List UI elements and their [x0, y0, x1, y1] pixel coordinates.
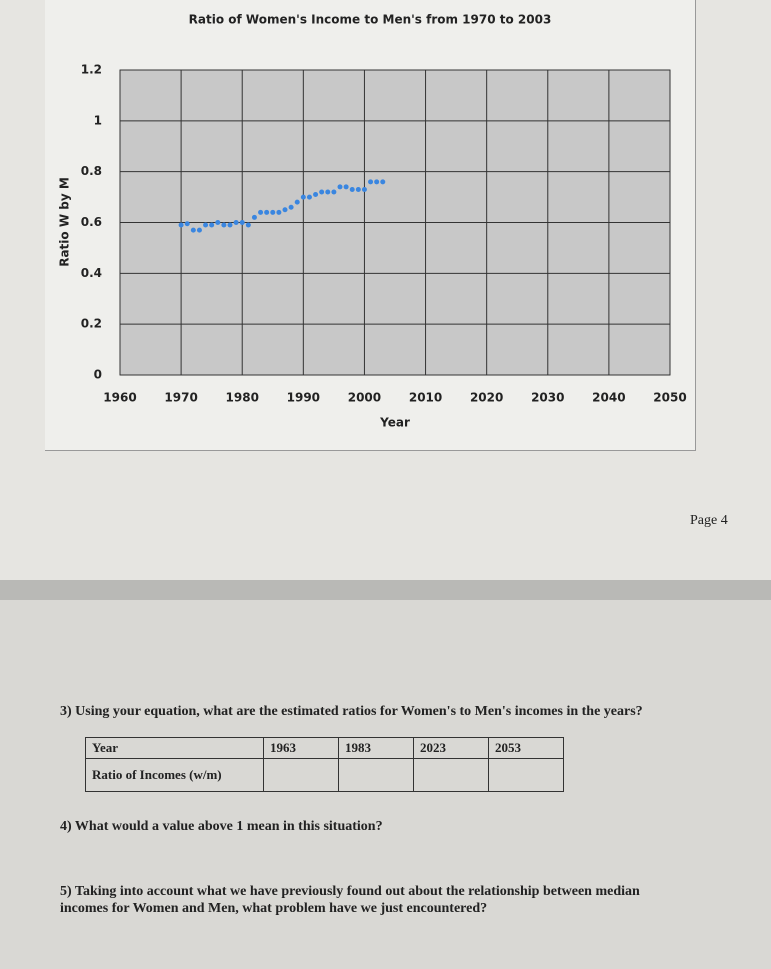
point — [355, 186, 361, 192]
x-tick-label: 1960 — [103, 391, 136, 405]
point — [239, 220, 245, 225]
table-header: Year 1963 1983 2023 2053 — [85, 737, 564, 759]
x-tick-label: 2030 — [531, 391, 564, 405]
point — [361, 186, 367, 192]
cell — [263, 758, 339, 792]
y-axis-label: Ratio W by M — [58, 177, 72, 267]
point — [368, 179, 374, 185]
answer-table: Year 1963 1983 2023 2053 Ratio of Incomes (w… — [85, 737, 564, 792]
question: 4) What would a value above 1 mean in th… — [60, 818, 383, 835]
x-tick-label: 2010 — [409, 391, 442, 405]
header-cell: 1983 — [338, 737, 414, 759]
point — [343, 184, 349, 190]
point — [331, 189, 337, 195]
y-tick-label: 0.6 — [81, 215, 102, 229]
table-row: Ratio of Incomes (w/m) — [85, 758, 564, 792]
point — [294, 199, 300, 205]
point — [178, 222, 184, 228]
point — [300, 194, 306, 200]
cell — [413, 758, 489, 792]
chart: Ratio of Women's Income to Men's from 19… — [58, 13, 687, 430]
point — [264, 209, 270, 215]
point — [184, 221, 190, 227]
x-tick-label: 1980 — [226, 391, 259, 405]
point — [282, 207, 288, 213]
point — [380, 179, 386, 185]
y-tick-label: 1.2 — [81, 63, 102, 77]
page-divider — [0, 580, 771, 600]
y-tick-label: 0.2 — [81, 317, 102, 331]
question: 5) Taking into account what we have prev… — [60, 883, 680, 917]
point — [276, 209, 282, 215]
x-tick-label: 1990 — [287, 391, 320, 405]
x-tick-label: 2000 — [348, 391, 381, 405]
point — [245, 222, 251, 228]
point — [258, 209, 264, 215]
point — [306, 194, 312, 200]
point — [374, 179, 380, 185]
x-axis-label: Year — [379, 416, 410, 430]
header-cell: 2023 — [413, 737, 489, 759]
header-cell: Year — [85, 737, 264, 759]
question-number: 3) — [60, 704, 72, 719]
point — [227, 222, 233, 228]
question: 3) Using your equation, what are the est… — [60, 703, 700, 720]
y-tick-label: 0.4 — [81, 266, 102, 280]
point — [270, 209, 276, 215]
point — [190, 227, 196, 233]
point — [221, 222, 227, 228]
point — [337, 184, 343, 190]
point — [313, 192, 319, 198]
header-cell: 2053 — [488, 737, 564, 759]
point — [233, 220, 239, 225]
question-text: Using your equation, what are the estima… — [75, 704, 643, 719]
x-tick-label: 2040 — [592, 391, 625, 405]
question-number: 4) — [60, 819, 72, 834]
page-label: Page 4 — [690, 513, 728, 528]
point — [319, 189, 325, 195]
header-cell: 1963 — [263, 737, 339, 759]
y-tick-label: 1 — [94, 113, 102, 127]
x-tick-label: 1970 — [164, 391, 197, 405]
cell — [338, 758, 414, 792]
row-label: Ratio of Incomes (w/m) — [85, 758, 264, 792]
cell — [488, 758, 564, 792]
question-number: 5) — [60, 884, 72, 899]
point — [288, 204, 294, 210]
point — [325, 189, 331, 195]
point — [196, 227, 202, 233]
point — [203, 222, 209, 228]
point — [349, 186, 355, 192]
point — [251, 214, 257, 220]
y-tick-label: 0.8 — [81, 164, 102, 178]
question-text: Taking into account what we have previou… — [60, 884, 640, 916]
y-tick-label: 0 — [94, 368, 102, 382]
question-text: What would a value above 1 mean in this … — [74, 819, 383, 834]
chart-title: Ratio of Women's Income to Men's from 19… — [189, 13, 552, 27]
x-tick-label: 2020 — [470, 391, 503, 405]
point — [209, 222, 215, 228]
point — [215, 220, 221, 225]
x-tick-label: 2050 — [653, 391, 686, 405]
